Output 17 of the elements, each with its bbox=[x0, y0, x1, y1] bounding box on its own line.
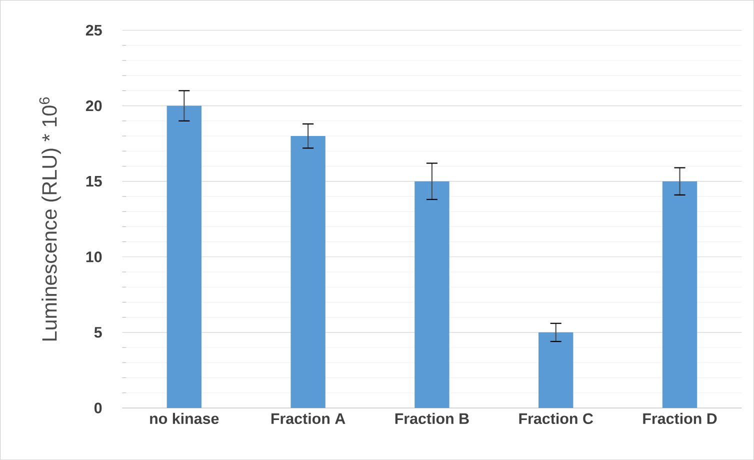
bar bbox=[538, 332, 574, 408]
bar bbox=[166, 106, 202, 408]
y-tick-label: 0 bbox=[94, 402, 102, 414]
bar bbox=[414, 181, 450, 408]
bar bbox=[290, 136, 326, 408]
y-tick-label: 25 bbox=[86, 24, 102, 36]
y-tick-label: 5 bbox=[94, 327, 102, 338]
x-tick-label: Fraction A bbox=[271, 412, 346, 424]
y-axis-title: Luminescence (RLU) * 10$^{6}$ bbox=[39, 97, 61, 340]
y-tick-label: 10 bbox=[86, 251, 102, 262]
y-tick-label: 20 bbox=[86, 100, 102, 112]
x-tick-label: Fraction C bbox=[519, 412, 594, 424]
x-tick-label: Fraction D bbox=[643, 412, 717, 424]
bar bbox=[662, 181, 698, 408]
x-tick-label: Fraction B bbox=[395, 412, 469, 424]
x-tick-label: no kinase bbox=[150, 412, 219, 424]
y-tick-label: 15 bbox=[86, 176, 102, 187]
